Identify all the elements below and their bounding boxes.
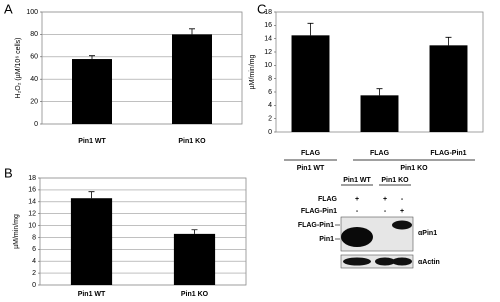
band-label: FLAG-Pin1 [298, 222, 334, 229]
y-tick-label: 10 [28, 222, 36, 229]
bar-chart: B 0 2 4 6 8 10 12 14 16 18 µM/min/mg Pin1 WT Pin1 KO [4, 165, 247, 298]
bar [429, 45, 468, 133]
y-tick-label: 18 [264, 9, 272, 16]
x-tick-label: Pin1 WT [78, 291, 106, 298]
bar [72, 59, 112, 124]
bar [291, 35, 330, 133]
error-bar [445, 36, 452, 46]
y-tick-label: 10 [264, 62, 272, 69]
blot-group: Pin1 WT [343, 177, 371, 184]
row-label: FLAG [318, 196, 338, 203]
x-tick-label: Pin1 WT [78, 138, 106, 145]
y-tick-label: 0 [34, 121, 38, 128]
y-tick-label: 0 [268, 129, 272, 136]
x-tick-label: FLAG [301, 150, 321, 157]
bar-chart: C 0 2 4 6 8 10 12 14 16 18 µM/min/mg FLAG FLAG FLAG-Pi… [249, 1, 484, 172]
y-tick-label: 8 [268, 76, 272, 83]
y-tick-label: 16 [264, 22, 272, 29]
row-mark: - [401, 196, 404, 203]
x-tick-label: Pin1 KO [178, 138, 206, 145]
western-blot: Pin1 WT Pin1 KO FLAG + + - FLAG-Pin1 - -… [298, 177, 440, 269]
y-tick-label: 80 [30, 31, 38, 38]
blot-band [392, 220, 412, 230]
blot-band [375, 257, 395, 266]
y-tick-label: 2 [32, 270, 36, 277]
blot-band [341, 227, 373, 247]
y-tick-label: 12 [28, 211, 36, 218]
row-mark: + [355, 196, 359, 203]
bar [70, 198, 113, 285]
y-tick-label: 4 [32, 258, 36, 265]
panel-letter: B [4, 165, 13, 180]
bar [172, 34, 212, 124]
x-tick-label: FLAG-Pin1 [430, 150, 466, 157]
y-tick-label: 8 [32, 234, 36, 241]
y-tick-label: 12 [264, 49, 272, 56]
y-tick-label: 18 [28, 175, 36, 182]
antibody-label: αPin1 [418, 230, 437, 237]
y-tick-label: 14 [264, 36, 272, 43]
panel-letter: A [4, 1, 13, 16]
row-label: FLAG-Pin1 [301, 208, 337, 215]
blot-group: Pin1 KO [381, 177, 409, 184]
y-tick-label: 2 [268, 116, 272, 123]
error-bar [189, 28, 195, 35]
group-label: Pin1 WT [297, 165, 325, 172]
row-mark: - [384, 208, 387, 215]
y-tick-label: 6 [268, 89, 272, 96]
error-bar [376, 88, 383, 96]
y-tick-label: 40 [30, 76, 38, 83]
x-tick-label: Pin1 KO [181, 291, 209, 298]
row-mark: + [400, 208, 404, 215]
y-tick-label: 14 [28, 199, 36, 206]
error-bar [307, 22, 314, 36]
y-axis-label: H₂O₂ (µM/10⁶ cells) [15, 38, 22, 99]
group-label: Pin1 KO [400, 165, 428, 172]
bar [360, 95, 399, 132]
blot-band [392, 257, 412, 266]
y-axis-label: µM/min/mg [249, 55, 256, 90]
bar [173, 233, 216, 285]
error-bar [89, 55, 95, 60]
y-tick-label: 20 [30, 98, 38, 105]
bar-chart: A 0 20 40 60 80 100 H₂O₂ (µM/10⁶ cells) Pin1 WT P… [4, 1, 243, 145]
x-tick-label: FLAG [370, 150, 390, 157]
blot-band [343, 257, 371, 266]
y-tick-label: 100 [26, 9, 38, 16]
panel-letter: C [257, 1, 266, 16]
y-tick-label: 60 [30, 54, 38, 61]
error-bar [191, 229, 198, 234]
error-bar [88, 191, 95, 199]
antibody-label: αActin [418, 259, 440, 266]
y-axis-label: µM/min/mg [13, 214, 20, 249]
band-label: Pin1 [319, 236, 334, 243]
row-mark: - [356, 208, 359, 215]
y-tick-label: 0 [32, 282, 36, 289]
y-tick-label: 4 [268, 102, 272, 109]
y-tick-label: 6 [32, 246, 36, 253]
y-tick-label: 16 [28, 187, 36, 194]
row-mark: + [383, 196, 387, 203]
